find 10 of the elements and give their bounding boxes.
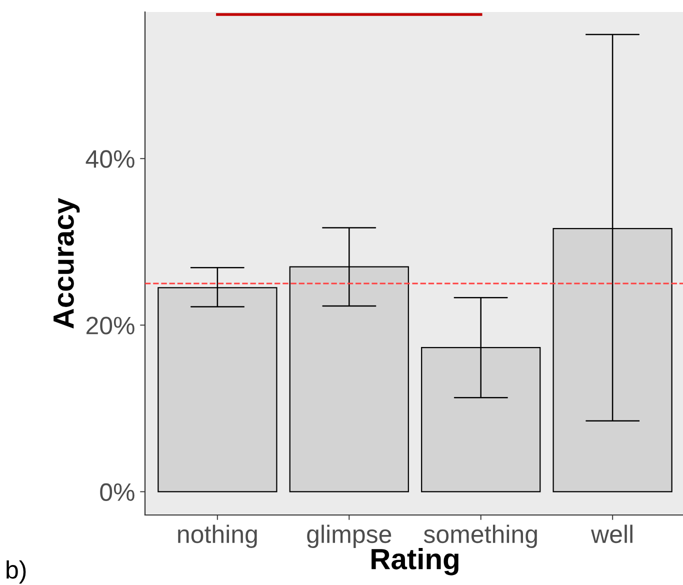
y-tick-label: 0% (100, 483, 134, 501)
text: b) (6, 560, 26, 584)
x-axis-title: Rating (372, 548, 458, 576)
y-axis-title: Accuracy (54, 198, 80, 328)
x-tick-label: nothing (178, 524, 257, 548)
y-tick-label: 40% (86, 150, 134, 168)
x-tick-label: glimpse (307, 524, 392, 548)
x-tick-label: something (424, 524, 537, 548)
x-tick-label: well (590, 524, 632, 544)
y-tick-label: 20% (86, 316, 134, 334)
